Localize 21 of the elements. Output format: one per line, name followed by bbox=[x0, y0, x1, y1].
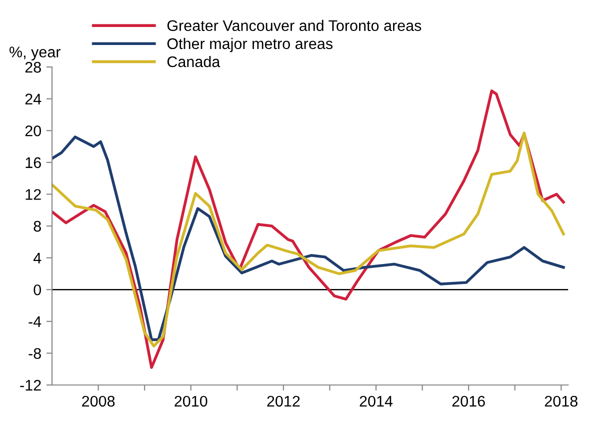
y-tick-label: 4 bbox=[33, 252, 42, 264]
y-tick-label: 8 bbox=[34, 220, 41, 232]
y-tick-label: 0 bbox=[34, 284, 42, 296]
y-tick-label: -4 bbox=[28, 316, 42, 327]
x-tick-label: 2016 bbox=[452, 396, 485, 407]
legend-label: Canada bbox=[167, 56, 220, 68]
x-tick-label: 2010 bbox=[174, 396, 208, 407]
y-tick-label: 20 bbox=[25, 125, 42, 136]
x-tick-label: 2014 bbox=[360, 396, 393, 407]
x-tick-label: 2008 bbox=[82, 396, 115, 407]
x-tick-label: 2018 bbox=[544, 396, 578, 407]
legend-label: Greater Vancouver and Toronto areas bbox=[167, 20, 422, 32]
y-axis-title: %, year bbox=[10, 46, 61, 60]
x-tick-label: 2012 bbox=[267, 396, 300, 407]
y-tick-label: -12 bbox=[20, 380, 41, 391]
y-tick-label: 28 bbox=[25, 62, 41, 73]
y-tick-label: 16 bbox=[26, 157, 41, 168]
y-tick-label: 12 bbox=[26, 189, 41, 200]
legend-label: Other major metro areas bbox=[167, 38, 333, 52]
y-tick-label: -8 bbox=[28, 348, 41, 359]
y-tick-label: 24 bbox=[25, 94, 42, 104]
